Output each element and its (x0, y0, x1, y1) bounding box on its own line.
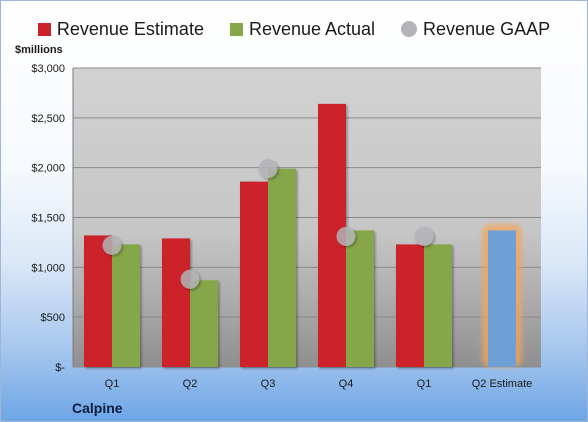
x-tick-label: Q4 (339, 378, 354, 390)
y-tick-label: $1,000 (31, 262, 65, 274)
bar-actual (424, 244, 452, 367)
bar-actual (112, 244, 140, 367)
legend-label-actual: Revenue Actual (248, 18, 376, 39)
gaap-marker (414, 226, 434, 246)
x-tick-label: Q1 (417, 378, 432, 390)
bar-estimate (488, 230, 516, 367)
legend-swatch-estimate (37, 22, 51, 36)
company-name: Calpine (72, 400, 123, 416)
legend-item-estimate: Revenue Estimate (37, 18, 204, 40)
legend: Revenue Estimate Revenue Actual Revenue … (1, 16, 587, 42)
x-tick-label: Q2 (183, 378, 198, 390)
bar-estimate (84, 235, 112, 367)
bar-actual (268, 168, 296, 367)
x-tick-label: Q3 (261, 378, 276, 390)
y-tick-label: $2,500 (31, 113, 65, 125)
gaap-marker (336, 226, 356, 246)
gaap-marker (180, 269, 200, 289)
x-tick-label: Q2 Estimate (472, 378, 533, 390)
y-tick-label: $3,000 (31, 63, 65, 75)
y-tick-label: $- (55, 362, 65, 374)
legend-label-gaap: Revenue GAAP (423, 18, 551, 39)
y-tick-label: $1,500 (31, 213, 65, 225)
legend-swatch-gaap (401, 21, 418, 37)
y-axis-unit-label: $millions (15, 44, 63, 56)
bar-estimate (396, 244, 424, 367)
gaap-marker (258, 159, 278, 179)
legend-item-gaap: Revenue GAAP (401, 19, 550, 40)
gaap-marker (102, 235, 122, 255)
y-tick-label: $2,000 (31, 163, 65, 175)
bar-actual (346, 230, 374, 367)
bar-estimate (240, 181, 268, 367)
legend-item-actual: Revenue Actual (229, 18, 376, 40)
legend-label-estimate: Revenue Estimate (56, 18, 204, 39)
bar-estimate (162, 238, 190, 367)
bar-actual (190, 280, 218, 367)
x-tick-label: Q1 (105, 378, 120, 390)
legend-swatch-actual (229, 22, 243, 36)
y-tick-label: $500 (41, 312, 65, 324)
